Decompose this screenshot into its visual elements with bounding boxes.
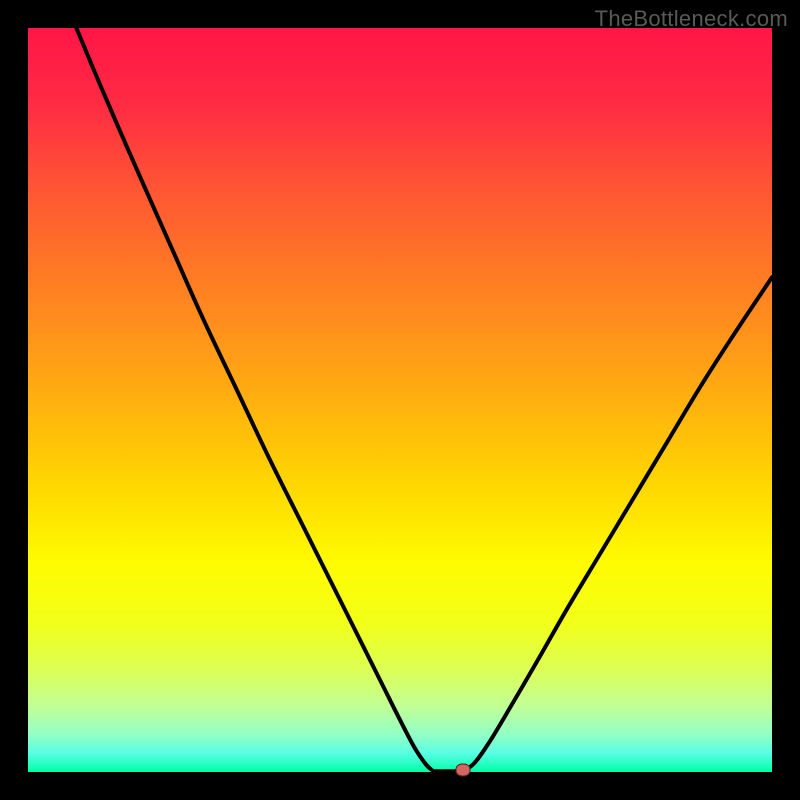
- gradient-background: [28, 28, 772, 772]
- plot-area: [28, 28, 772, 772]
- chart-frame: TheBottleneck.com: [0, 0, 800, 800]
